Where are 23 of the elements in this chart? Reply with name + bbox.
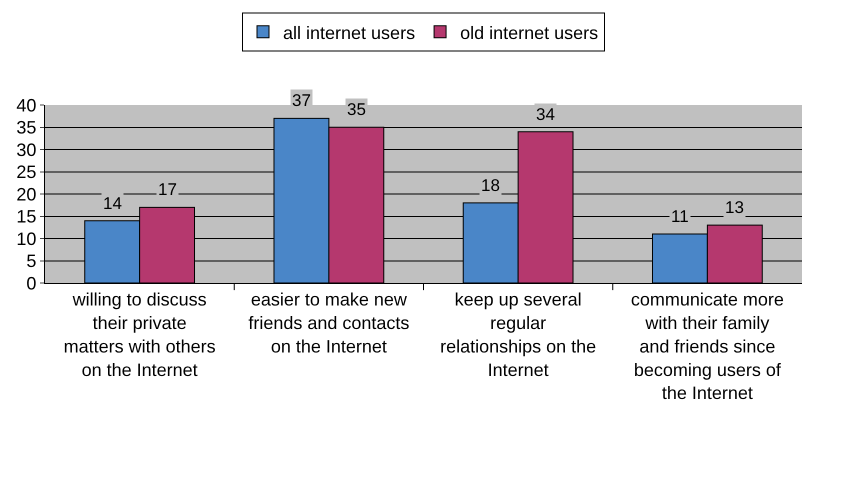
data-label: 11 xyxy=(671,207,689,226)
y-tick-label: 5 xyxy=(26,251,36,272)
x-tick-label: keep up several regular relationships on the Internet xyxy=(440,290,596,380)
y-tick-label: 35 xyxy=(16,118,36,138)
data-label: 17 xyxy=(158,180,177,199)
legend-label: old internet users xyxy=(460,22,598,43)
y-tick-label: 0 xyxy=(26,273,36,294)
data-label: 35 xyxy=(347,100,366,119)
data-label: 14 xyxy=(103,194,122,213)
y-tick-label: 40 xyxy=(16,95,36,116)
y-tick-label: 10 xyxy=(16,228,36,249)
y-tick-label: 25 xyxy=(16,162,36,182)
y-tick-label: 20 xyxy=(16,184,36,204)
legend-label: all internet users xyxy=(283,22,416,43)
y-tick-label: 15 xyxy=(16,206,36,227)
data-label: 37 xyxy=(292,91,311,110)
x-tick-label: easier to make new friends and contacts on the Internet xyxy=(248,290,410,356)
x-tick-label: communicate more with their family and friends since becoming users of the Internet xyxy=(630,290,784,404)
x-tick-label: willing to discuss their private matters with others on the Internet xyxy=(64,290,216,380)
data-label: 34 xyxy=(536,105,555,124)
data-label: 18 xyxy=(481,176,500,195)
data-label: 13 xyxy=(725,198,744,217)
y-tick-label: 30 xyxy=(16,140,36,160)
